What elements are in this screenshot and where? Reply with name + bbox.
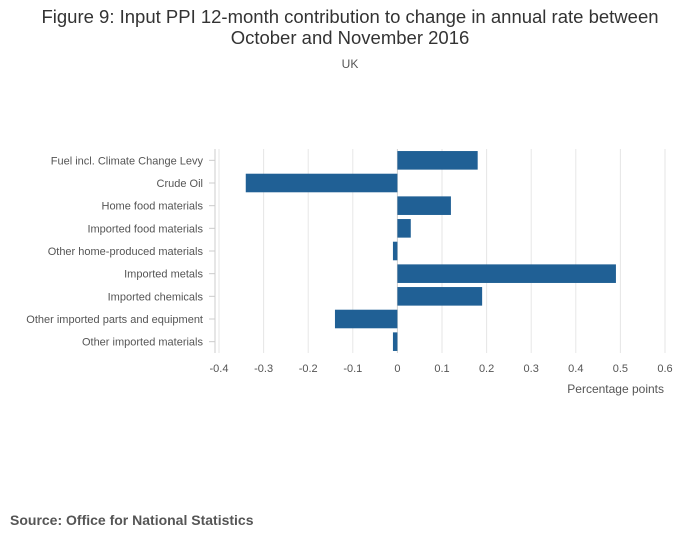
- y-tick-label: Other imported parts and equipment: [26, 314, 203, 326]
- x-tick-label: 0.6: [657, 363, 672, 375]
- bar: [397, 287, 483, 306]
- grid-lines: [218, 149, 666, 353]
- y-tick-label: Imported chemicals: [108, 291, 204, 303]
- bar: [397, 264, 616, 283]
- x-tick-label: -0.1: [343, 363, 362, 375]
- bar: [392, 332, 398, 351]
- y-tick-label: Imported food materials: [87, 223, 203, 235]
- x-tick-label: 0.3: [524, 363, 539, 375]
- x-tick-label: -0.4: [210, 363, 229, 375]
- bars: [245, 151, 616, 351]
- bar: [397, 219, 411, 238]
- x-tick-label: 0.2: [479, 363, 494, 375]
- bar: [397, 196, 451, 215]
- chart-title: Figure 9: Input PPI 12-month contributio…: [0, 6, 700, 48]
- x-tick-label: -0.3: [254, 363, 273, 375]
- chart-subtitle: UK: [341, 57, 359, 71]
- x-tick-label: 0: [394, 363, 400, 375]
- x-axis: -0.4 -0.3 -0.2 -0.1 0 0.1 0.2 0.3 0.4 0.5 0.6: [210, 363, 673, 375]
- y-axis: Fuel incl. Climate Change Levy Crude Oil H…: [26, 149, 216, 353]
- y-tick-label: Crude Oil: [157, 178, 203, 190]
- bar: [397, 151, 478, 170]
- source-note: Source: Office for National Statistics: [10, 512, 254, 528]
- y-tick-label: Fuel incl. Climate Change Levy: [51, 155, 204, 167]
- x-tick-label: 0.5: [613, 363, 628, 375]
- y-tick-label: Other imported materials: [82, 337, 204, 349]
- chart-title-line-1: Figure 9: Input PPI 12-month contributio…: [41, 6, 659, 27]
- y-tick-label: Home food materials: [102, 201, 204, 213]
- bar: [392, 241, 398, 261]
- x-tick-label: 0.4: [568, 363, 583, 375]
- bar: [334, 309, 398, 329]
- bar: [245, 173, 398, 193]
- x-tick-label: -0.2: [299, 363, 318, 375]
- chart-title-line-2: October and November 2016: [230, 27, 470, 48]
- x-tick-label: 0.1: [434, 363, 449, 375]
- y-tick-label: Imported metals: [124, 269, 203, 281]
- y-tick-label: Other home-produced materials: [48, 246, 204, 258]
- x-axis-label: Percentage points: [567, 382, 664, 396]
